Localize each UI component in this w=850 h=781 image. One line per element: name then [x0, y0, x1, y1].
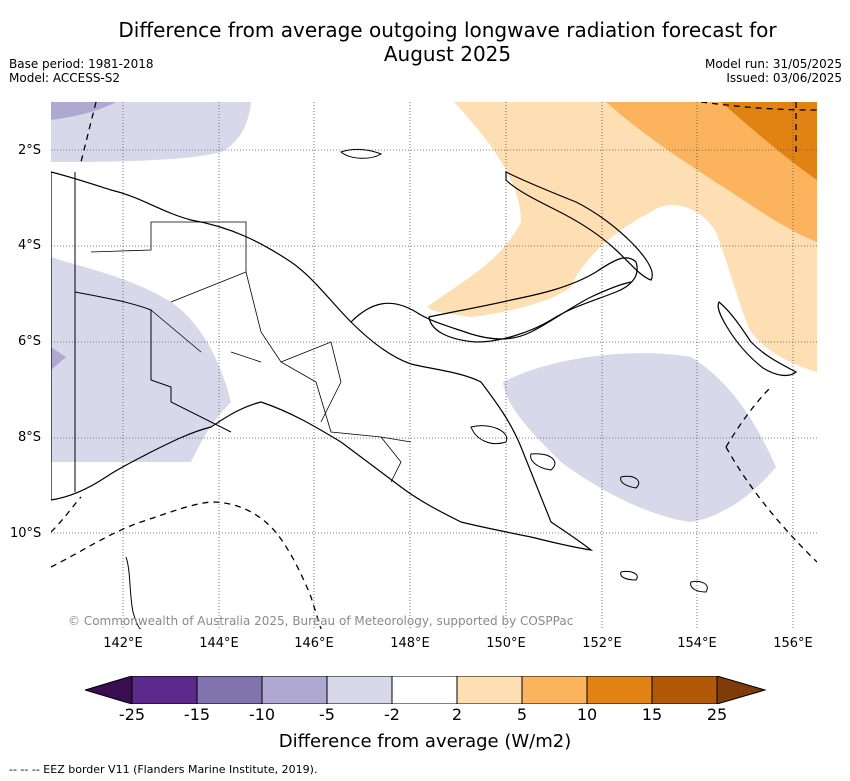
colorbar-tick: 10	[576, 705, 598, 724]
colorbar-bin-3	[261, 676, 328, 704]
lon-label-156e: 156°E	[773, 636, 813, 651]
colorbar-tick: -15	[183, 705, 211, 724]
map-area	[51, 102, 817, 629]
lat-label-6s: 6°S	[18, 334, 42, 349]
base-period: Base period: 1981-2018	[9, 57, 154, 71]
cape-york-coastline	[125, 556, 142, 629]
colorbar-bin-9	[651, 676, 718, 704]
map-svg	[51, 102, 817, 629]
colorbar-bin-1	[131, 676, 198, 704]
lon-label-154e: 154°E	[677, 636, 717, 651]
meta-left: Base period: 1981-2018 Model: ACCESS-S2	[9, 57, 154, 85]
colorbar-bin-6	[456, 676, 523, 704]
colorbar-bin-5	[391, 676, 458, 704]
meta-right: Model run: 31/05/2025 Issued: 03/06/2025	[705, 57, 842, 85]
lat-label-10s: 10°S	[10, 526, 42, 541]
colorbar-tick: 15	[641, 705, 663, 724]
colorbar-tick: -25	[118, 705, 146, 724]
lon-label-150e: 150°E	[486, 636, 526, 651]
colorbar-bin-7	[521, 676, 588, 704]
colorbar-min-arrow	[85, 676, 133, 704]
new-britain-coastline	[428, 257, 638, 343]
lon-label-142e: 142°E	[103, 636, 143, 651]
anomaly-neg-east	[503, 353, 776, 522]
lon-label-146e: 146°E	[294, 636, 334, 651]
model-run: Model run: 31/05/2025	[704, 57, 842, 71]
eastern-islands	[470, 425, 708, 593]
colorbar-tick: 5	[516, 705, 528, 724]
lat-label-2s: 2°S	[18, 143, 42, 158]
lat-label-4s: 4°S	[18, 238, 42, 253]
colorbar-tick: -2	[384, 705, 400, 724]
manus-island	[339, 148, 383, 159]
map-title: Difference from average outgoing longwav…	[95, 18, 800, 66]
bougainville-coastline	[717, 301, 798, 377]
anomaly-neg-west-dark	[51, 347, 66, 370]
eez-borders	[51, 102, 817, 629]
copyright-notice: © Commonwealth of Australia 2025, Bureau…	[68, 614, 574, 628]
colorbar-tick: 25	[706, 705, 728, 724]
new-guinea-coastline	[51, 171, 594, 551]
title-line-2: August 2025	[383, 42, 512, 66]
international-border	[74, 172, 232, 492]
issued-date: Issued: 03/06/2025	[726, 71, 842, 85]
lon-label-144e: 144°E	[199, 636, 239, 651]
colorbar-tick: -5	[319, 705, 335, 724]
anomaly-pos-ne-strong	[721, 102, 817, 180]
colorbar-tick: -10	[248, 705, 276, 724]
anomaly-neg-west	[51, 257, 231, 462]
colorbar-title: Difference from average (W/m2)	[278, 731, 572, 752]
anomaly-neg-nw-dark	[51, 102, 116, 120]
colorbar	[85, 676, 767, 704]
title-line-1: Difference from average outgoing longwav…	[118, 18, 777, 42]
province-borders	[90, 221, 412, 483]
graticule	[51, 102, 817, 629]
anomaly-neg-nw	[51, 102, 251, 162]
colorbar-max-arrow	[716, 676, 767, 704]
new-ireland-coastline	[505, 171, 653, 281]
lat-label-8s: 8°S	[18, 430, 42, 445]
lon-label-148e: 148°E	[390, 636, 430, 651]
colorbar-bin-8	[586, 676, 653, 704]
colorbar-tick: 2	[451, 705, 463, 724]
colorbar-bin-4	[326, 676, 393, 704]
lon-label-152e: 152°E	[582, 636, 622, 651]
eez-footnote: -- -- -- EEZ border V11 (Flanders Marine…	[9, 763, 318, 776]
colorbar-bin-2	[196, 676, 263, 704]
model-name: Model: ACCESS-S2	[9, 71, 121, 85]
